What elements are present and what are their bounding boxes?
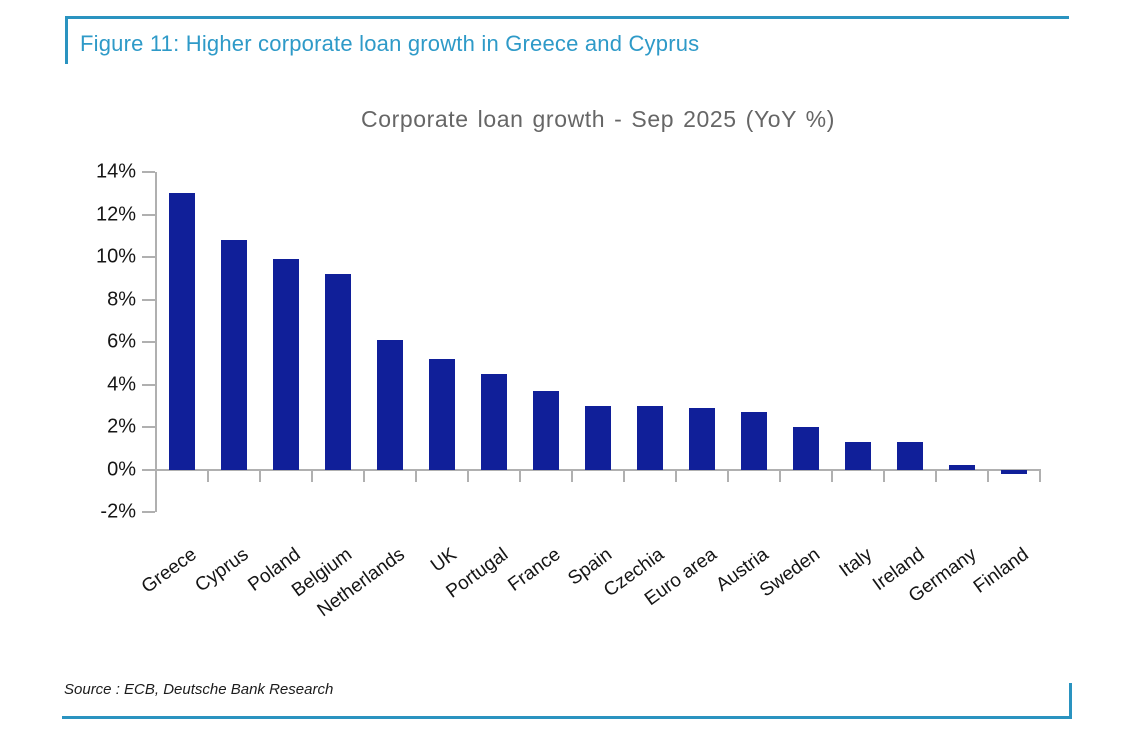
figure-title: Figure 11: Higher corporate loan growth … bbox=[80, 31, 700, 56]
bar-sweden bbox=[793, 427, 819, 470]
x-tick-3 bbox=[311, 469, 313, 482]
y-tick--2 bbox=[142, 511, 155, 513]
x-tick-17 bbox=[1039, 469, 1041, 482]
y-tick-14 bbox=[142, 171, 155, 173]
x-axis-label-greece: Greece bbox=[137, 544, 201, 598]
y-axis-label--2: -2% bbox=[100, 500, 136, 523]
bar-poland bbox=[273, 259, 299, 470]
x-tick-4 bbox=[363, 469, 365, 482]
x-tick-7 bbox=[519, 469, 521, 482]
x-tick-12 bbox=[779, 469, 781, 482]
x-tick-11 bbox=[727, 469, 729, 482]
y-tick-12 bbox=[142, 213, 155, 216]
x-tick-2 bbox=[259, 469, 261, 482]
x-tick-15 bbox=[935, 469, 937, 482]
footer-accent-line bbox=[62, 716, 1072, 719]
x-tick-1 bbox=[207, 469, 209, 482]
y-axis-label-10: 10% bbox=[95, 245, 136, 268]
bar-netherlands bbox=[377, 339, 403, 470]
x-axis-label-uk: UK bbox=[426, 544, 461, 577]
bar-euro-area bbox=[689, 407, 715, 470]
x-tick-6 bbox=[467, 469, 469, 482]
x-tick-9 bbox=[623, 469, 625, 482]
source-note: Source : ECB, Deutsche Bank Research bbox=[64, 681, 334, 698]
x-axis-label-cyprus: Cyprus bbox=[191, 544, 253, 597]
x-tick-14 bbox=[883, 469, 885, 482]
y-tick-2 bbox=[142, 426, 155, 428]
y-tick-6 bbox=[142, 341, 155, 343]
bar-france bbox=[533, 390, 559, 470]
x-axis-line bbox=[155, 468, 1041, 471]
x-tick-5 bbox=[415, 469, 417, 482]
bar-portugal bbox=[481, 373, 507, 470]
bar-belgium bbox=[325, 274, 351, 470]
x-tick-16 bbox=[987, 469, 989, 482]
x-tick-10 bbox=[675, 469, 677, 482]
y-tick-0 bbox=[142, 468, 155, 471]
bar-spain bbox=[585, 405, 611, 470]
y-axis-label-14: 14% bbox=[95, 160, 136, 183]
y-tick-10 bbox=[142, 256, 155, 258]
y-tick-8 bbox=[142, 298, 155, 301]
x-axis-label-finland: Finland bbox=[969, 544, 1033, 598]
y-axis-label-6: 6% bbox=[107, 330, 136, 353]
bar-finland bbox=[1001, 469, 1027, 474]
chart-title: Corporate loan growth - Sep 2025 (YoY %) bbox=[361, 106, 835, 132]
bar-uk bbox=[429, 359, 455, 470]
y-axis-line bbox=[155, 172, 157, 512]
bar-ireland bbox=[897, 441, 923, 470]
y-tick-4 bbox=[142, 383, 155, 386]
plot-area: 14% 12% 10% 8% 6% 4% 2% 0% -2% Greece Cyprus Poland… bbox=[96, 161, 1041, 621]
bar-germany bbox=[949, 465, 975, 470]
bar-greece bbox=[169, 193, 195, 470]
y-axis-label-2: 2% bbox=[107, 415, 136, 438]
y-axis-label-0: 0% bbox=[107, 458, 136, 480]
y-axis-label-12: 12% bbox=[95, 203, 136, 225]
x-axis-label-france: France bbox=[504, 544, 565, 596]
footer-accent-bar bbox=[1069, 683, 1072, 719]
y-axis-label-4: 4% bbox=[107, 373, 136, 395]
bar-czechia bbox=[637, 405, 663, 470]
x-tick-8 bbox=[571, 469, 573, 482]
header-accent-line bbox=[65, 16, 1069, 19]
x-tick-13 bbox=[831, 469, 833, 482]
bar-austria bbox=[741, 412, 767, 470]
bar-cyprus bbox=[221, 240, 247, 470]
y-axis-label-8: 8% bbox=[107, 288, 136, 310]
bar-italy bbox=[845, 441, 871, 470]
header-accent-bar bbox=[65, 16, 68, 64]
